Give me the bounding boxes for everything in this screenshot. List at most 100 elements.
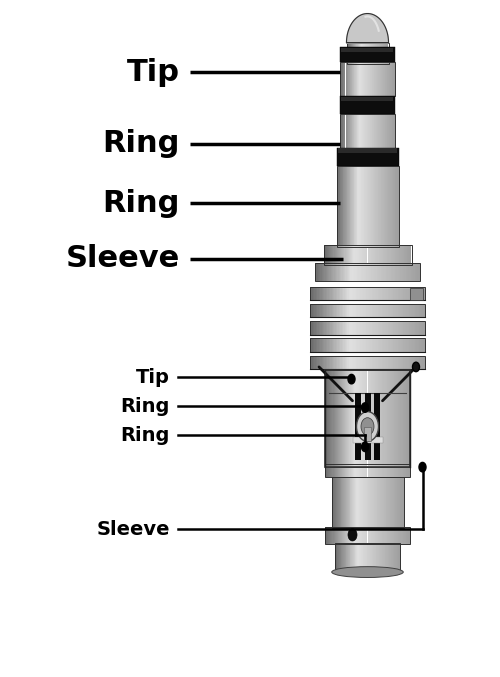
Bar [378, 114, 379, 148]
Bar [344, 355, 346, 369]
Bar [360, 62, 362, 96]
Bar [379, 321, 380, 334]
Bar [369, 166, 370, 247]
Bar [341, 166, 342, 247]
Bar [358, 543, 360, 572]
Bar [357, 43, 358, 64]
Bar [341, 370, 342, 467]
Bar [310, 338, 425, 352]
Bar [333, 287, 334, 300]
Bar [380, 477, 381, 528]
Bar [362, 263, 364, 281]
Bar [424, 321, 425, 334]
Bar [330, 355, 332, 369]
Bar [342, 355, 343, 369]
Bar [314, 355, 316, 369]
Bar [390, 543, 391, 572]
Bar [350, 355, 352, 369]
Bar [370, 62, 371, 96]
Bar [390, 477, 391, 528]
Bar [408, 355, 409, 369]
Bar [369, 287, 370, 300]
Bar [385, 245, 386, 265]
Bar [376, 263, 378, 281]
Bar [379, 114, 380, 148]
Bar [367, 62, 368, 96]
Bar [372, 370, 373, 467]
Bar [384, 338, 385, 352]
Bar [325, 370, 326, 467]
Bar [369, 355, 370, 369]
Bar [342, 527, 343, 544]
Bar [368, 338, 369, 352]
Bar [392, 304, 394, 318]
Bar [395, 527, 396, 544]
Bar [386, 245, 388, 265]
Bar [317, 355, 318, 369]
Bar [326, 370, 327, 467]
Text: Ring: Ring [120, 397, 170, 416]
Bar [350, 464, 352, 477]
Bar [399, 263, 400, 281]
Bar [369, 43, 370, 64]
Bar [391, 263, 392, 281]
Bar [345, 464, 346, 477]
Bar [352, 245, 353, 265]
Bar [340, 527, 341, 544]
Bar [396, 527, 397, 544]
Bar [354, 166, 355, 247]
Bar [334, 370, 336, 467]
Bar [349, 321, 350, 334]
Bar [407, 245, 408, 265]
Bar [378, 245, 380, 265]
Bar [416, 355, 418, 369]
Bar [320, 304, 322, 318]
Bar [384, 477, 386, 528]
Bar [422, 287, 424, 300]
Bar [393, 62, 394, 96]
Bar [362, 287, 363, 300]
Bar [352, 338, 353, 352]
Bar [339, 321, 340, 334]
Bar [376, 62, 377, 96]
Bar [360, 43, 361, 64]
Bar [324, 245, 326, 265]
Bar [368, 287, 369, 300]
Bar [358, 166, 359, 247]
Bar [362, 477, 363, 528]
Bar [313, 321, 314, 334]
Bar [352, 355, 353, 369]
Bar [342, 477, 343, 528]
Bar [349, 355, 350, 369]
Bar [392, 114, 393, 148]
Bar [354, 114, 355, 148]
Bar [346, 321, 348, 334]
Bar [380, 166, 382, 247]
Bar [344, 464, 345, 477]
Bar [359, 464, 360, 477]
Bar [412, 338, 414, 352]
Bar [369, 321, 370, 334]
Bar [408, 370, 409, 467]
Bar [376, 543, 378, 572]
Bar [349, 62, 350, 96]
Bar [370, 304, 372, 318]
Bar [346, 338, 348, 352]
Bar [381, 477, 382, 528]
Bar [410, 304, 412, 318]
Bar [342, 97, 394, 102]
Bar [360, 543, 361, 572]
Bar [370, 543, 371, 572]
Bar [406, 263, 407, 281]
Bar [375, 464, 376, 477]
Bar [355, 527, 356, 544]
Bar [369, 543, 370, 572]
Bar [348, 464, 350, 477]
Bar [370, 464, 372, 477]
Bar [325, 527, 410, 544]
Bar [375, 527, 376, 544]
Bar [358, 527, 359, 544]
Bar [390, 114, 391, 148]
Bar [367, 43, 368, 64]
Bar [344, 543, 346, 572]
